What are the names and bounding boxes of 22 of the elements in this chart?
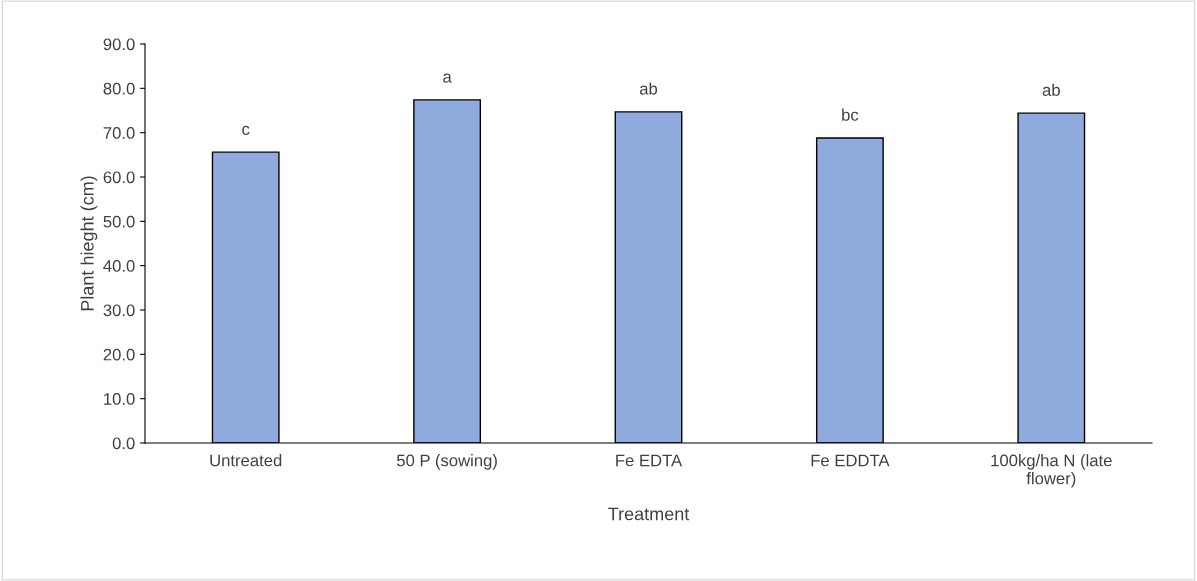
x-tick-label: 50 P (sowing) <box>396 454 497 470</box>
annotation: a <box>443 73 452 83</box>
y-tick-label: 80.0 <box>103 82 135 95</box>
annotation: ab <box>639 82 658 95</box>
y-tick-label: 90.0 <box>103 38 135 51</box>
x-tick-label: Untreated <box>210 454 282 467</box>
annotation: c <box>242 125 250 135</box>
y-tick-label: 40.0 <box>103 260 135 272</box>
x-tick-label: Fe EDDTA <box>811 454 890 467</box>
annotation: bc <box>842 108 859 121</box>
y-tick-label: 50.0 <box>103 215 135 228</box>
y-tick-label: 0.0 <box>112 437 135 450</box>
x-tick-label: 100kg/ha N (late flower) <box>991 454 1112 488</box>
y-tick-label: 70.0 <box>103 127 135 139</box>
y-tick-label: 30.0 <box>103 304 135 317</box>
x-axis-title: Treatment <box>608 507 690 521</box>
y-tick-label: 20.0 <box>103 348 135 361</box>
annotation: ab <box>1042 83 1060 96</box>
x-tick-label: Fe EDTA <box>616 454 683 467</box>
y-axis-title: Plant hieght (cm) <box>80 176 98 311</box>
y-tick-label: 60.0 <box>103 171 135 184</box>
y-tick-label: 10.0 <box>104 393 135 405</box>
